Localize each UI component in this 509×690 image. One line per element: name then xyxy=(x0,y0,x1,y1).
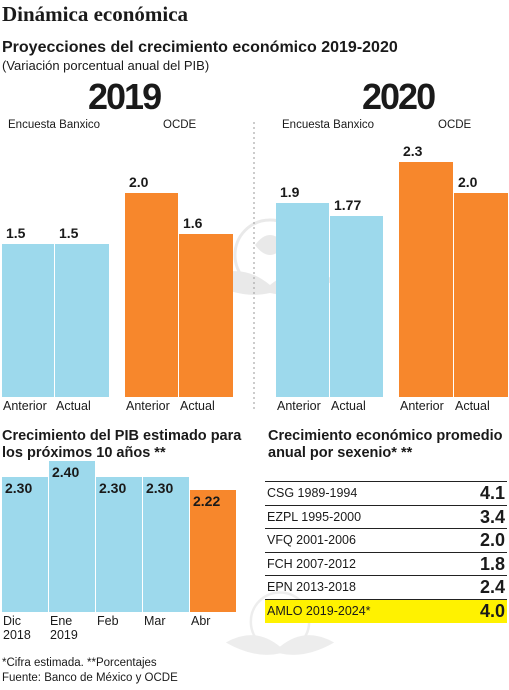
bar-2020-1 xyxy=(330,216,383,397)
bar-value-label-2019-1: 1.5 xyxy=(59,225,79,241)
table-row-5: AMLO 2019-2024* 4.0 xyxy=(265,598,507,623)
table-row-value-2: 2.0 xyxy=(479,530,505,550)
table-row-label-5: AMLO 2019-2024* xyxy=(267,603,371,618)
month-bar-value-3: 2.30 xyxy=(146,480,174,496)
month-label-0: Dic xyxy=(3,614,22,628)
table-row-value-0: 4.1 xyxy=(479,483,505,503)
group-label-banxico-2019: Encuesta Banxico xyxy=(8,119,101,131)
bar-2020-2 xyxy=(399,162,453,397)
bar-category-label-2019-3: Actual xyxy=(180,399,215,413)
table-row-3: FCH 2007-2012 1.8 xyxy=(265,551,507,576)
table-row-0: CSG 1989-1994 4.1 xyxy=(265,481,507,505)
month-year-label-0: 2018 xyxy=(3,628,31,642)
month-label-3: Mar xyxy=(144,614,166,628)
chart-subtitle: Proyecciones del crecimiento económico 2… xyxy=(2,39,398,56)
month-bar-value-2: 2.30 xyxy=(99,480,127,496)
bar-value-label-2019-0: 1.5 xyxy=(6,225,26,241)
month-year-label-1: 2019 xyxy=(50,628,78,642)
bar-category-label-2019-2: Anterior xyxy=(126,399,170,413)
table-row-label-0: CSG 1989-1994 xyxy=(267,486,358,500)
group-label-ocde-2019: OCDE xyxy=(163,119,197,131)
sexenio-table-title: Crecimiento económico promedio anual por… xyxy=(268,428,503,461)
bar-value-label-2020-0: 1.9 xyxy=(280,184,300,201)
table-row-label-4: EPN 2013-2018 xyxy=(267,580,356,594)
month-label-1: Ene xyxy=(50,614,73,628)
bar-category-label-2020-3: Actual xyxy=(455,399,490,413)
table-row-value-3: 1.8 xyxy=(479,553,505,574)
bar-value-label-2020-3: 2.0 xyxy=(458,174,478,190)
month-bar-0 xyxy=(2,477,48,612)
source-note: Fuente: Banco de México y OCDE xyxy=(2,672,178,684)
bar-category-label-2020-2: Anterior xyxy=(400,399,444,413)
year-title-2020: 2020 xyxy=(362,76,436,117)
bar-2019-3 xyxy=(179,233,233,397)
bar-2019-2 xyxy=(125,193,178,397)
table-row-4: EPN 2013-2018 2.4 xyxy=(265,575,507,599)
month-label-2: Feb xyxy=(97,614,119,628)
table-row-label-2: VFQ 2001-2006 xyxy=(267,533,356,547)
month-bar-2 xyxy=(96,477,142,612)
bar-value-label-2019-2: 2.0 xyxy=(129,174,149,190)
bar-2019-1 xyxy=(55,244,109,397)
table-row-2: VFQ 2001-2006 2.0 xyxy=(265,528,507,552)
bar-value-label-2020-2: 2.3 xyxy=(403,143,423,160)
month-bar-value-0: 2.30 xyxy=(5,480,33,496)
table-row-value-5: 4.0 xyxy=(479,600,505,621)
bar-value-label-2019-3: 1.6 xyxy=(183,214,203,231)
month-bar-value-4: 2.22 xyxy=(193,493,221,510)
bar-category-label-2019-1: Actual xyxy=(56,399,91,413)
year-title-2019: 2019 xyxy=(88,76,162,117)
bar-value-label-2020-1: 1.77 xyxy=(334,197,362,214)
table-row-1: EZPL 1995-2000 3.4 xyxy=(265,504,507,529)
month-bar-1 xyxy=(49,460,95,612)
table-row-label-1: EZPL 1995-2000 xyxy=(267,509,362,524)
month-bar-4 xyxy=(190,490,236,612)
page-title: Dinámica económica xyxy=(2,2,189,26)
bar-category-label-2020-0: Anterior xyxy=(277,399,321,413)
bar-2020-3 xyxy=(454,193,508,397)
pib-10-years-title: Crecimiento del PIB estimado para los pr… xyxy=(2,428,242,461)
bar-2020-0 xyxy=(276,203,329,397)
footnote: *Cifra estimada. **Porcentajes xyxy=(2,657,157,669)
bar-category-label-2019-0: Anterior xyxy=(3,399,47,413)
month-bar-value-1: 2.40 xyxy=(52,463,80,480)
month-label-4: Abr xyxy=(191,614,211,628)
bar-category-label-2020-1: Actual xyxy=(331,399,366,413)
table-row-value-4: 2.4 xyxy=(479,577,505,597)
table-row-label-3: FCH 2007-2012 xyxy=(267,556,356,571)
bar-2019-0 xyxy=(2,244,54,397)
group-label-banxico-2020: Encuesta Banxico xyxy=(282,119,375,131)
chart-unit-note: (Variación porcentual anual del PIB) xyxy=(2,58,210,73)
month-bar-3 xyxy=(143,477,189,612)
group-label-ocde-2020: OCDE xyxy=(438,119,472,131)
table-row-value-1: 3.4 xyxy=(479,506,505,527)
